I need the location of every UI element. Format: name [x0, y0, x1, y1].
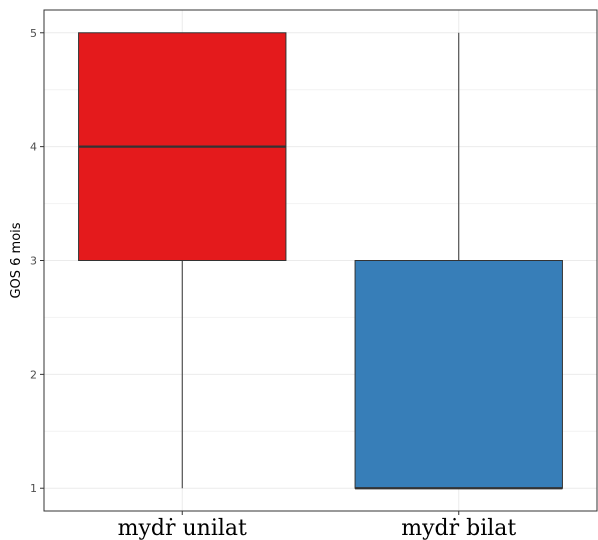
- y-tick-label: 2: [30, 368, 37, 381]
- y-tick-label: 5: [30, 27, 37, 40]
- y-axis-label: GOS 6 mois: [9, 222, 24, 298]
- y-tick-label: 1: [30, 482, 37, 495]
- box-2: [354, 32, 563, 490]
- x-tick-label: mydṙ unilat: [118, 516, 247, 540]
- boxes: [78, 32, 563, 490]
- box-body: [354, 260, 563, 489]
- x-axis: mydṙ unilat mydṙ bilat: [118, 511, 516, 540]
- y-tick-label: 4: [30, 141, 37, 154]
- x-tick-label: mydṙ bilat: [401, 516, 516, 540]
- y-axis: 1 2 3 4 5: [30, 27, 44, 495]
- box-1: [78, 32, 287, 489]
- y-tick-label: 3: [30, 255, 37, 268]
